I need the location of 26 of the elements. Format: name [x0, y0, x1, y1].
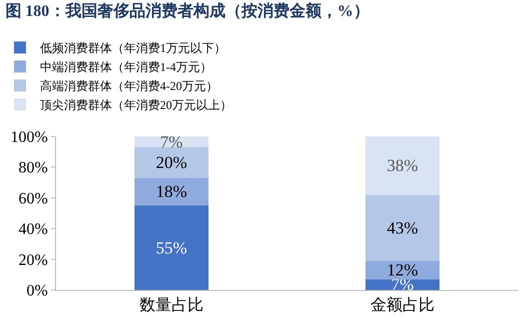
- y-tick-label: 100%: [10, 129, 48, 146]
- data-label: 7%: [160, 132, 183, 152]
- y-tick-label: 40%: [18, 221, 48, 238]
- bar: [134, 178, 208, 206]
- data-label: 12%: [386, 260, 418, 280]
- x-tick-label: 金额占比: [370, 296, 434, 314]
- data-label: 55%: [156, 238, 188, 258]
- y-tick-label: 20%: [18, 252, 48, 269]
- bar: [366, 194, 440, 261]
- bar: [134, 147, 208, 178]
- y-tick-label: 80%: [18, 160, 48, 177]
- bar: [366, 136, 440, 195]
- bar: [366, 260, 440, 280]
- y-tick-label: 0%: [26, 282, 48, 300]
- legend-label: 低频消费群体（年消费1万元以下）: [40, 41, 226, 56]
- legend-label: 中端消费群体（年消费1-4万元）: [40, 60, 212, 74]
- data-label: 18%: [156, 182, 188, 202]
- chart-title: 图 180：我国奢侈品消费者构成（按消费金额，%）: [5, 2, 370, 20]
- data-label: 43%: [386, 218, 418, 238]
- data-label: 20%: [156, 153, 188, 172]
- bar: [134, 206, 208, 290]
- legend-label: 高端消费群体（年消费4-20万元）: [40, 79, 218, 94]
- y-tick-label: 60%: [18, 190, 48, 208]
- data-label: 38%: [386, 156, 418, 176]
- x-tick-label: 数量占比: [140, 296, 204, 314]
- legend-label: 顶尖消费群体（年消费20万元以上）: [40, 98, 232, 112]
